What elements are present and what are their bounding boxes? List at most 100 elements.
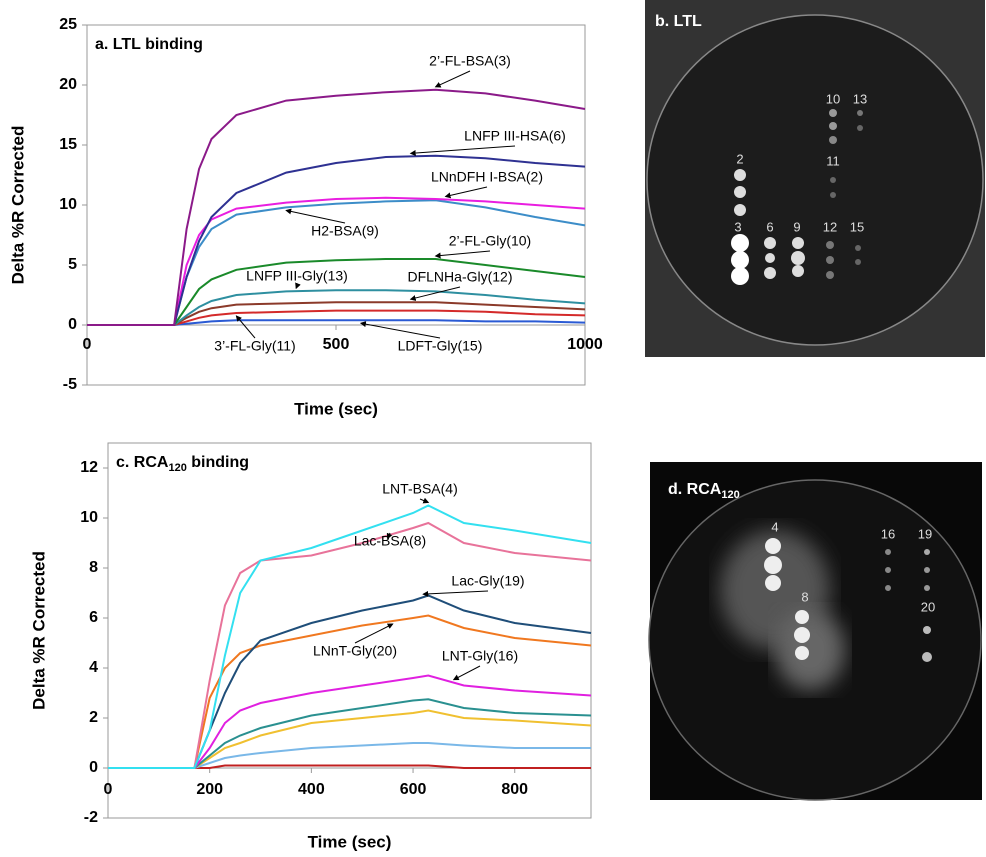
plot-frame [107,442,592,819]
annotation-arrow [295,282,301,290]
annotation: 2’-FL-Gly(10) [449,233,531,249]
series-line [87,289,586,326]
annotation-arrow [444,186,488,199]
y-tick-label: 5 [68,256,77,273]
series-line [87,301,586,326]
y-tick-label: 12 [80,459,98,476]
series-line [87,258,586,326]
series-line [108,674,592,769]
y-axis-label: Delta %R Corrected [8,126,27,285]
series-line [87,88,586,326]
spot-label: 19 [918,526,932,541]
spots [764,538,932,662]
chart-title: c. RCA [116,454,169,471]
y-tick-label: 2 [89,709,98,726]
chart-title: c. RCA120 binding [116,454,249,474]
y-tick-label: 8 [89,559,98,576]
series-line [87,309,586,326]
spot-label: 4 [771,519,778,534]
y-tick-label: 6 [89,609,98,626]
y-tick-label: 25 [59,16,77,33]
annotation-arrow [452,665,481,681]
annotation-arrow [422,590,489,597]
array-outline [646,14,984,346]
annotation-arrow [235,315,256,339]
series-line [108,521,592,769]
spot-label: 15 [850,219,864,234]
spot-label: 2 [736,151,743,166]
x-tick-label: 500 [323,336,350,353]
spot-label: 11 [826,153,840,168]
chart-title: binding [187,454,249,471]
series-line [108,764,591,769]
panel-title-sub: 120 [721,489,739,501]
annotation: LNFP III-Gly(13) [246,268,348,284]
chart-title-sub: 120 [168,462,186,474]
panel-title: d. RCA120 [668,481,740,501]
annotation-arrow [434,70,471,88]
y-tick-label: 20 [59,76,77,93]
glow [775,610,845,690]
series-line [108,594,592,769]
annotation: LNFP III-HSA(6) [464,128,566,144]
spot-label: 16 [881,526,895,541]
series-line [108,504,592,769]
panel-d: d. RCA120 4 16 19 8 20 [648,462,982,801]
annotation: LNnDFH I-BSA(2) [431,169,543,185]
y-tick-label: -2 [84,809,98,826]
annotation: 3’-FL-Gly(11) [214,338,295,354]
series-line [108,742,591,769]
series-line [87,154,586,326]
spot-label: 12 [823,219,837,234]
y-tick-label: -5 [63,376,77,393]
y-tick-label: 10 [59,196,77,213]
annotation-arrow [434,250,491,259]
panel-b: b. LTL 10 13 2 11 3 6 9 12 15 [645,0,985,357]
y-tick-label: 10 [80,509,98,526]
annotation: DFLNHa-Gly(12) [407,269,512,285]
spots [731,109,863,285]
x-axis-label: Time (sec) [308,832,392,851]
y-axis-label: Delta %R Corrected [29,551,48,710]
annotation: Lac-Gly(19) [451,573,524,589]
series-line [108,709,592,769]
y-tick-label: 0 [89,759,98,776]
series-line [108,698,592,769]
annotation: LNnT-Gly(20) [313,643,397,659]
x-tick-label: 0 [83,336,92,353]
y-tick-label: 4 [89,659,98,676]
annotation-arrow [409,286,461,301]
y-tick-label: 15 [59,136,77,153]
y-tick-label: 0 [68,316,77,333]
panel-title: b. LTL [655,13,702,30]
x-tick-label: 1000 [567,336,603,353]
spot-label: 8 [801,589,808,604]
spot-label: 13 [853,91,867,106]
x-axis-label: Time (sec) [294,399,378,418]
annotation-arrow [359,321,441,339]
x-tick-label: 600 [400,781,427,798]
annotation-arrow [419,497,430,504]
series-line [87,196,586,326]
spot-label: 20 [921,599,935,614]
annotation: Lac-BSA(8) [354,533,426,549]
annotation-arrow [285,208,346,224]
annotation: LDFT-Gly(15) [398,338,483,354]
series-line [87,319,586,326]
spot-label: 6 [766,219,773,234]
annotation: H2-BSA(9) [311,223,379,239]
panel-title: d. RCA [668,481,722,498]
x-tick-label: 400 [298,781,325,798]
annotation: LNT-BSA(4) [382,481,457,497]
annotation-arrow [354,623,394,644]
spot-label: 10 [826,91,840,106]
x-tick-label: 800 [501,781,528,798]
series-line [108,614,592,769]
annotation-arrow [409,145,516,157]
plot-frame [86,24,586,386]
spot-label: 3 [734,219,741,234]
spot-label: 9 [793,219,800,234]
x-tick-label: 200 [196,781,223,798]
chart-title: a. LTL binding [95,36,203,53]
